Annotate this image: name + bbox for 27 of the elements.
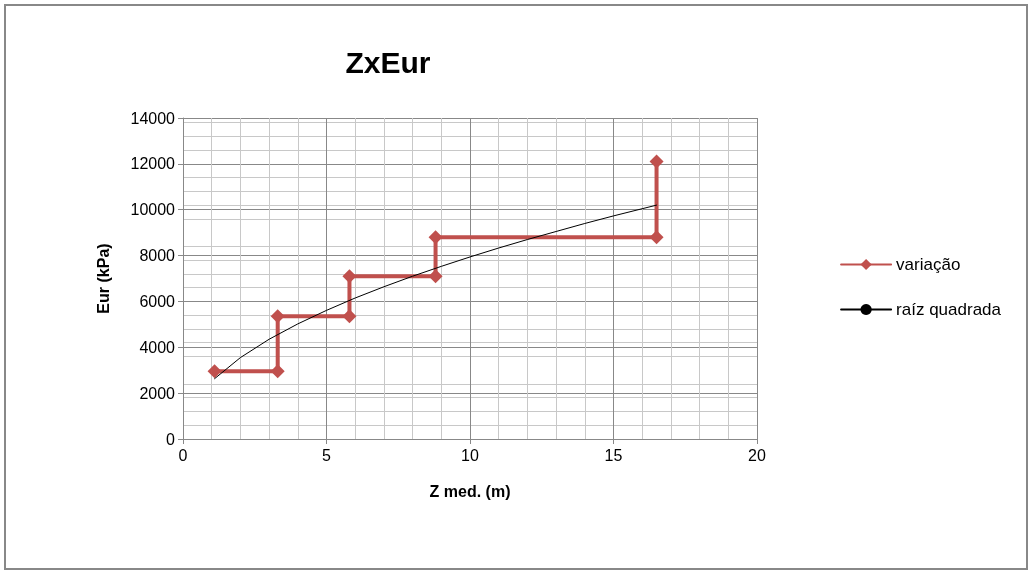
y-tick-label: 10000: [130, 201, 176, 219]
y-tick-label: 4000: [139, 338, 176, 356]
x-tick-label: 10: [461, 446, 479, 464]
point: [649, 154, 664, 169]
point: [342, 269, 357, 284]
point: [270, 364, 285, 379]
chart-title: ZxEur: [345, 45, 431, 79]
y-tick-label: 2000: [139, 384, 176, 402]
x-tick-label: 5: [322, 446, 332, 464]
legend-label: raíz quadrada: [896, 300, 1002, 319]
y-tick-label: 12000: [130, 155, 176, 173]
point: [649, 230, 664, 245]
y-axis-title: Eur (kPa): [94, 243, 112, 314]
x-tick-label: 0: [178, 446, 188, 464]
x-tick-label: 15: [604, 446, 623, 464]
y-tick-label: 0: [166, 430, 176, 448]
x-axis-title: Z med. (m): [429, 482, 511, 500]
x-tick-label: 20: [748, 446, 766, 464]
point: [207, 364, 222, 379]
legend-label: variação: [896, 255, 961, 274]
point: [270, 309, 285, 324]
point: [428, 269, 443, 284]
point: [428, 230, 443, 245]
point: [342, 309, 357, 324]
y-tick-label: 8000: [139, 247, 176, 265]
y-tick-label: 6000: [139, 292, 176, 310]
y-tick-label: 14000: [130, 109, 176, 127]
